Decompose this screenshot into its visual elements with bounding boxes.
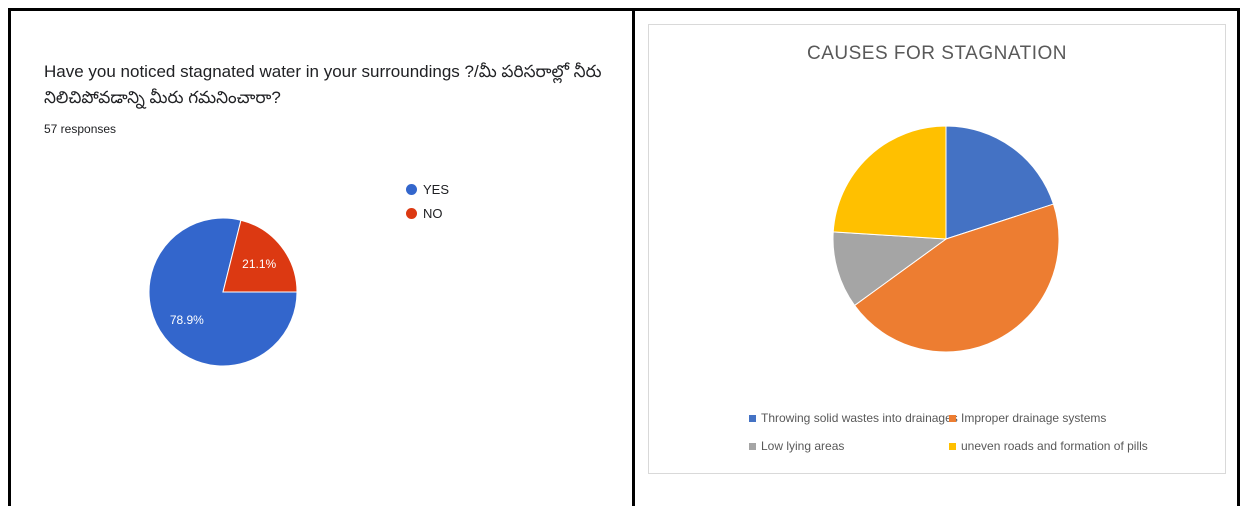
legend-marker-low-lying: [749, 442, 756, 450]
pie-slice-low-lying-areas[interactable]: [832, 231, 948, 307]
pie-slice-improper-drainage-systems[interactable]: [853, 203, 1060, 353]
legend-label-no: NO: [423, 205, 443, 221]
pie-slice-no[interactable]: [222, 219, 298, 293]
legend-item-solid-wastes[interactable]: Throwing solid wastes into drainages: [749, 411, 958, 425]
legend-marker-improper-drainage: [949, 414, 956, 422]
legend-item-uneven-roads[interactable]: uneven roads and formation of pills: [949, 439, 1148, 453]
pie-data-label-yes: 78.9%: [170, 313, 204, 327]
legend-label-uneven-roads: uneven roads and formation of pills: [961, 439, 1148, 453]
legend-item-yes[interactable]: YES: [406, 177, 449, 201]
legend-label-improper-drainage: Improper drainage systems: [961, 411, 1107, 425]
legend-item-low-lying[interactable]: Low lying areas: [749, 439, 844, 453]
legend-marker-no: [406, 207, 417, 219]
causes-chart-card: CAUSES FOR STAGNATION Throwing solid was…: [648, 24, 1226, 474]
legend-label-low-lying: Low lying areas: [761, 439, 845, 453]
left-panel: Have you noticed stagnated water in your…: [11, 11, 632, 506]
legend-label-yes: YES: [423, 181, 450, 197]
chart-title: CAUSES FOR STAGNATION: [807, 43, 1067, 64]
stagnant-water-pie-chart: 78.9% 21.1%: [148, 217, 298, 367]
pie-data-label-no: 21.1%: [242, 257, 276, 271]
question-text: Have you noticed stagnated water in your…: [44, 62, 602, 107]
panel-divider: [632, 8, 635, 506]
response-count: 57 responses: [44, 122, 117, 136]
causes-pie-chart: [832, 125, 1060, 353]
pie-slice-throwing-solid-wastes-into-drainages[interactable]: [945, 125, 1055, 240]
legend-item-improper-drainage[interactable]: Improper drainage systems: [949, 411, 1106, 425]
legend-marker-solid-wastes: [749, 414, 756, 422]
pie1-legend: YES NO: [406, 177, 449, 225]
legend-marker-uneven-roads: [949, 442, 956, 450]
figure-frame: [8, 8, 1240, 506]
legend-item-no[interactable]: NO: [406, 201, 449, 225]
pie-slice-uneven-roads-and-formation-of-pills[interactable]: [832, 125, 947, 240]
legend-label-solid-wastes: Throwing solid wastes into drainages: [761, 411, 958, 425]
legend-marker-yes: [406, 183, 417, 195]
